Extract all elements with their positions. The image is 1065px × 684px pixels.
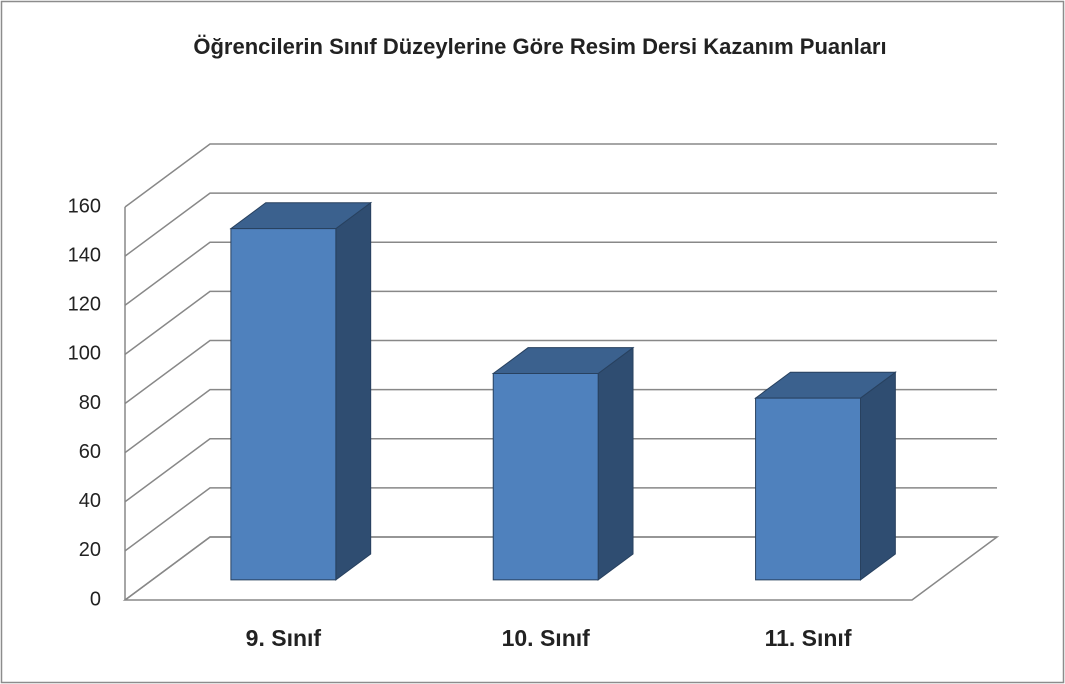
y-tick-label: 80 (79, 392, 101, 414)
bar (229, 201, 373, 581)
x-tick-label: 10. Sınıf (502, 625, 591, 651)
bar-side (597, 346, 634, 581)
grid-line (124, 241, 997, 306)
y-tick-label: 140 (68, 244, 101, 266)
y-tick-label: 0 (90, 588, 101, 610)
bar-side (860, 371, 896, 581)
x-tick-label: 11. Sınıf (765, 625, 852, 651)
grid-line (124, 290, 997, 355)
bar-front (755, 397, 861, 581)
bar (754, 371, 897, 581)
y-tick-label: 40 (79, 490, 101, 512)
y-tick-label: 160 (68, 195, 101, 217)
y-tick-label: 60 (79, 441, 101, 463)
bar (491, 346, 635, 581)
grid-line (124, 536, 997, 601)
y-tick-label: 20 (79, 539, 101, 561)
grid-line (124, 487, 997, 552)
y-tick-label: 100 (68, 343, 101, 365)
grid-line (124, 438, 997, 503)
y-tick-label: 120 (68, 294, 101, 316)
grid-line (124, 388, 997, 454)
grid-line (124, 143, 997, 208)
chart-title: Öğrencilerin Sınıf Düzeylerine Göre Resi… (193, 34, 887, 59)
bar-front (230, 228, 337, 581)
x-tick-label: 9. Sınıf (246, 625, 322, 651)
bar-front (492, 373, 599, 581)
grid-line (124, 339, 997, 405)
grid-line (124, 192, 997, 257)
bar-side (335, 201, 372, 581)
